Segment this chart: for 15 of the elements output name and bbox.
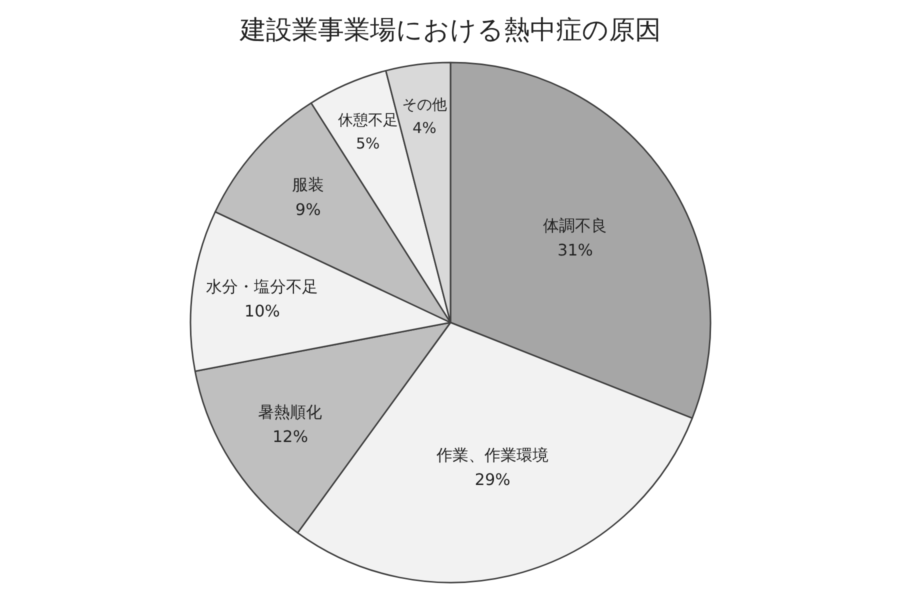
data-label: 12%	[272, 427, 308, 446]
slice-label: 水分・塩分不足	[206, 276, 318, 296]
slice-label: 服装	[292, 175, 324, 194]
slice-label: その他	[402, 95, 447, 114]
data-label: 5%	[356, 134, 380, 152]
slice-label: 作業、作業環境	[436, 445, 549, 464]
slice-label: 暑熱順化	[258, 402, 322, 422]
data-label: 9%	[295, 200, 321, 219]
slice-label: 体調不良	[543, 216, 608, 235]
data-label: 31%	[557, 240, 594, 260]
data-label: 10%	[244, 302, 280, 321]
chart-title: 建設業事業場における熱中症の原因	[239, 16, 661, 46]
data-label: 29%	[474, 470, 510, 490]
slice-label: 休憩不足	[338, 110, 398, 129]
data-label: 4%	[412, 118, 436, 137]
